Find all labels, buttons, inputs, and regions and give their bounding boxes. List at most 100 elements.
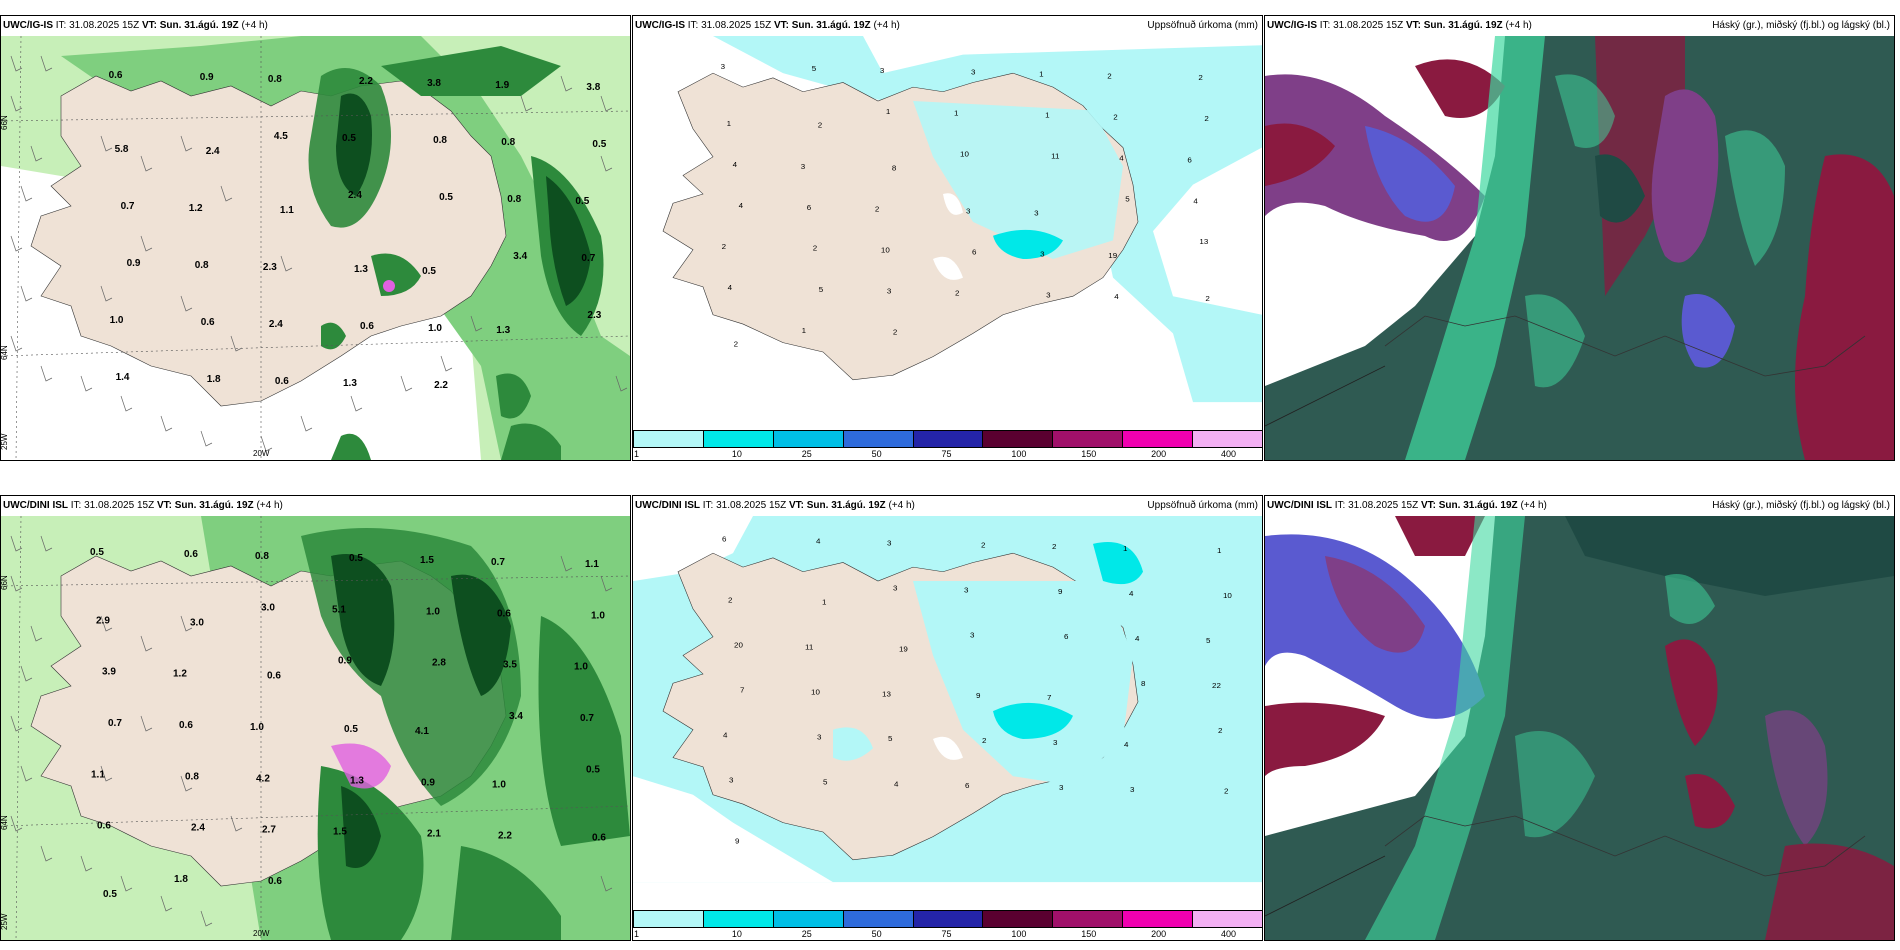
map-value-label: 1	[802, 326, 806, 335]
legend-tick-label: 400	[1221, 449, 1237, 459]
map-panel-igis-rate: UWC/IG-IS IT: 31.08.2025 15Z VT: Sun. 31…	[0, 15, 631, 461]
vt-label: VT:	[156, 500, 172, 511]
lead-time: (+4 h)	[888, 500, 915, 511]
map-value-label: 2	[1198, 73, 1202, 82]
map-value-label: 5	[1206, 636, 1210, 645]
map-value-label: 1.5	[333, 827, 347, 838]
precip-title: Uppsöfnuð úrkoma (mm)	[1147, 500, 1258, 511]
vt-value: Sun. 31.ágú. 19Z	[174, 500, 254, 511]
legend-swatch	[1122, 910, 1194, 928]
map-value-label: 4	[1119, 154, 1124, 163]
legend-tick-label: 10	[731, 449, 742, 459]
legend-tick-label: 100	[1011, 929, 1027, 939]
map-value-label: 10	[881, 246, 890, 255]
map-value-label: 2.3	[263, 262, 277, 273]
legend-tick-label: 150	[1081, 929, 1097, 939]
map-value-label: 2	[875, 205, 879, 214]
map-value-label: 0.8	[507, 194, 521, 205]
map-value-label: 0.7	[581, 253, 595, 264]
map-value-label: 4	[723, 731, 728, 740]
precip-map: 3 5 3 3 1 2 21 21 1 1 2 24 3 810 11 4 64 6 2 3 35 42 2 10 6 3 1913…	[633, 36, 1262, 403]
map-value-label: 3	[970, 631, 974, 640]
legend-swatch	[772, 910, 844, 928]
map-value-label: 19	[1108, 251, 1117, 260]
map-value-label: 2	[1204, 114, 1208, 123]
map-value-label: 0.8	[195, 260, 209, 271]
legend-tick-label: 200	[1151, 449, 1167, 459]
cloud-map	[1265, 36, 1894, 460]
map-value-label: 2.3	[587, 310, 601, 321]
map-value-label: 0.5	[422, 266, 436, 277]
map-value-label: 10	[960, 150, 969, 159]
map-value-label: 0.5	[575, 196, 589, 207]
map-value-label: 0.5	[103, 889, 117, 900]
map-value-label: 2	[1205, 294, 1209, 303]
it-value: 31.08.2025 15Z	[69, 20, 140, 31]
model-name: UWC/DINI ISL	[635, 500, 700, 511]
legend-tick-label: 1	[634, 449, 640, 459]
vt-label: VT:	[141, 20, 157, 31]
lon-25w-label: 25W	[1, 433, 9, 450]
lon-20w-label: 20W	[253, 929, 270, 938]
vt-value: Sun. 31.ágú. 19Z	[159, 20, 239, 31]
map-value-label: 6	[722, 535, 726, 544]
map-value-label: 9	[1058, 587, 1062, 596]
wind-rate-map: 66N 64N 25W 20W 0.5 0.6 0.8 0.5 1.5 0.7 1.1 2.9…	[1, 516, 630, 940]
legend-tick-label: 200	[1151, 929, 1167, 939]
precip-legend: 1 10 25 50 75 100 150 200 400	[633, 430, 1262, 460]
map-panel-dini-rate: UWC/DINI ISL IT: 31.08.2025 15Z VT: Sun.…	[0, 495, 631, 941]
legend-swatch	[772, 430, 844, 448]
map-value-label: 6	[807, 203, 811, 212]
map-value-label: 3	[893, 584, 897, 593]
map-value-label: 0.6	[109, 70, 123, 81]
model-name: UWC/IG-IS	[3, 20, 53, 31]
map-value-label: 0.6	[268, 876, 282, 887]
map-value-label: 7	[1047, 693, 1051, 702]
map-value-label: 3.9	[102, 667, 116, 678]
map-value-label: 3	[1053, 738, 1057, 747]
map-value-label: 9	[976, 691, 980, 700]
map-value-label: 2	[728, 596, 732, 605]
map-value-label: 2	[893, 328, 897, 337]
vt-label: VT:	[788, 500, 804, 511]
map-value-label: 0.6	[267, 671, 281, 682]
panel-header: UWC/IG-IS IT: 31.08.2025 15Z VT: Sun. 31…	[1, 16, 630, 36]
map-value-label: 4.1	[415, 726, 429, 737]
model-name: UWC/IG-IS	[1267, 20, 1317, 31]
map-value-label: 0.6	[179, 720, 193, 731]
map-value-label: 4	[733, 160, 738, 169]
map-value-label: 4.5	[274, 131, 288, 142]
legend-swatch	[982, 430, 1054, 448]
map-value-label: 0.6	[201, 317, 215, 328]
it-label: IT:	[702, 500, 714, 511]
map-value-label: 3.0	[261, 602, 275, 613]
map-value-label: 2.2	[359, 76, 373, 87]
map-value-label: 3	[721, 62, 725, 71]
legend-swatch	[633, 910, 704, 928]
map-value-label: 0.7	[491, 557, 505, 568]
map-value-label: 4.2	[256, 773, 270, 784]
map-value-label: 11	[1051, 152, 1059, 161]
map-value-label: 1.0	[591, 610, 605, 621]
legend-tick-label: 400	[1221, 929, 1237, 939]
map-value-label: 5	[819, 285, 823, 294]
legend-swatch	[1052, 430, 1124, 448]
map-value-label: 6	[1064, 632, 1068, 641]
map-value-label: 10	[1223, 591, 1232, 600]
map-value-label: 4	[1114, 293, 1119, 302]
lat-64n-label: 64N	[1, 345, 9, 360]
map-value-label: 0.5	[586, 764, 600, 775]
panel-header: UWC/DINI ISL IT: 31.08.2025 15Z VT: Sun.…	[633, 496, 1262, 516]
legend-tick-label: 100	[1011, 449, 1027, 459]
vt-value: Sun. 31.ágú. 19Z	[791, 20, 871, 31]
map-panel-igis-cloud: UWC/IG-IS IT: 31.08.2025 15Z VT: Sun. 31…	[1264, 15, 1895, 461]
panel-header: UWC/IG-IS IT: 31.08.2025 15Z VT: Sun. 31…	[633, 16, 1262, 36]
map-value-label: 1.1	[91, 769, 105, 780]
map-value-label: 1	[886, 107, 890, 116]
legend-tick-label: 75	[941, 929, 952, 939]
map-value-label: 0.6	[360, 321, 374, 332]
it-label: IT:	[687, 20, 699, 31]
map-value-label: 2	[734, 340, 738, 349]
